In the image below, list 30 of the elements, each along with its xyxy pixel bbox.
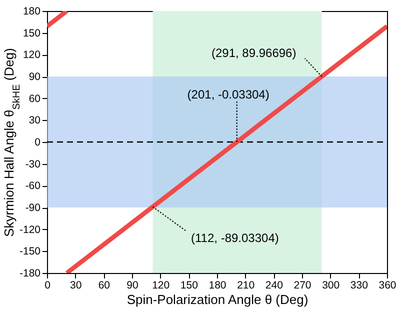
x-tick-label: 180 bbox=[208, 280, 226, 292]
x-tick-label: 90 bbox=[126, 280, 138, 292]
x-tick-label: 240 bbox=[265, 280, 284, 292]
y-tick-label: 150 bbox=[22, 27, 41, 40]
annotation: (112, -89.03304) bbox=[191, 231, 279, 246]
x-tick-label: 360 bbox=[378, 280, 396, 292]
y-tick-label: 0 bbox=[34, 136, 41, 148]
y-tick-label: 120 bbox=[22, 49, 41, 62]
y-tick-label: 30 bbox=[28, 114, 41, 127]
x-tick-label: 0 bbox=[44, 280, 51, 292]
y-tick-label: 60 bbox=[28, 92, 41, 105]
x-tick-label: 60 bbox=[98, 280, 110, 292]
x-axis-title: Spin-Polarization Angle θ (Deg) bbox=[126, 292, 308, 307]
x-tick-label: 30 bbox=[70, 280, 82, 292]
y-tick-label: -90 bbox=[25, 202, 41, 214]
y-tick-label: -120 bbox=[19, 224, 41, 236]
y-tick-label: 180 bbox=[22, 6, 41, 18]
x-tick-label: 150 bbox=[180, 280, 198, 292]
annotation: (291, 89.96696) bbox=[211, 46, 296, 60]
y-tick-label: -30 bbox=[25, 158, 41, 170]
y-tick-label: -180 bbox=[19, 268, 41, 280]
y-tick-label: -60 bbox=[25, 180, 41, 192]
annotation: (201, -0.03304) bbox=[187, 88, 270, 102]
x-tick-label: 120 bbox=[152, 280, 170, 292]
y-tick-label: 90 bbox=[28, 71, 41, 83]
x-tick-label: 300 bbox=[322, 280, 340, 292]
x-tick-label: 330 bbox=[350, 280, 368, 292]
x-tick-label: 210 bbox=[237, 280, 255, 292]
y-tick-label: -150 bbox=[19, 246, 41, 258]
x-tick-label: 270 bbox=[294, 280, 312, 292]
